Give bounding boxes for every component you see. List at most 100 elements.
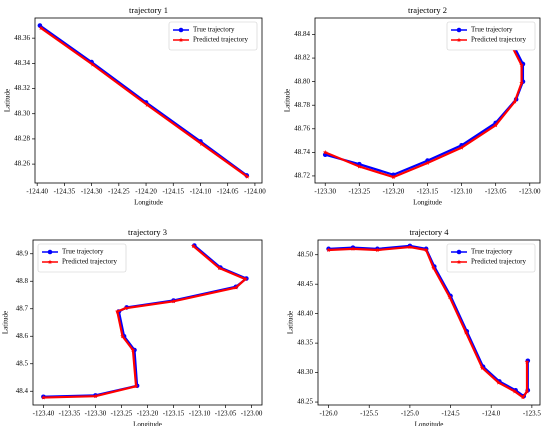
legend-marker	[47, 249, 53, 255]
y-tick-label: 48.34	[14, 59, 30, 67]
x-tick-label: -124.20	[135, 188, 157, 196]
marker	[322, 149, 328, 155]
marker	[93, 393, 98, 399]
x-tick-label: -124.40	[26, 188, 48, 196]
x-tick-label: -125.0	[401, 410, 420, 418]
legend-marker	[47, 259, 53, 264]
marker	[524, 389, 530, 394]
marker	[496, 380, 501, 385]
legend-marker	[178, 37, 184, 42]
x-tick-label: -125.5	[360, 410, 379, 418]
x-tick-label: -124.5	[442, 410, 461, 418]
legend-label: True trajectory	[62, 248, 104, 256]
marker	[375, 247, 380, 252]
y-tick-label: 48.32	[14, 84, 30, 92]
y-tick-label: 48.28	[14, 135, 30, 143]
y-axis-label: Latitude	[4, 89, 12, 112]
x-tick-label: -124.05	[217, 188, 239, 196]
legend-label: True trajectory	[193, 26, 235, 34]
y-tick-label: 48.45	[297, 280, 313, 288]
x-tick-label: -124.35	[54, 188, 76, 196]
x-tick-label: -123.25	[349, 188, 371, 196]
legend-marker	[456, 249, 462, 255]
marker	[512, 389, 518, 394]
y-tick-label: 48.5	[16, 359, 29, 367]
marker	[520, 394, 526, 400]
marker	[130, 347, 136, 352]
marker	[459, 145, 464, 150]
legend-label: True trajectory	[471, 248, 513, 256]
x-tick-label: -123.30	[85, 410, 107, 418]
marker	[41, 395, 46, 400]
series-line	[43, 245, 248, 399]
chart-title: trajectory 3	[128, 227, 167, 237]
x-tick-label: -123.05	[215, 410, 237, 418]
y-tick-label: 48.80	[294, 77, 310, 85]
marker	[493, 122, 498, 128]
x-tick-label: -123.05	[485, 188, 507, 196]
x-tick-label: -123.00	[241, 410, 263, 418]
x-tick-label: -123.35	[59, 410, 81, 418]
chart-title: trajectory 2	[408, 5, 447, 15]
x-tick-label: -123.00	[519, 188, 541, 196]
x-tick-label: -124.25	[108, 188, 130, 196]
series-line	[328, 245, 529, 399]
x-tick-label: -123.15	[163, 410, 185, 418]
legend-label: Predicted trajectory	[193, 36, 249, 44]
marker	[171, 298, 176, 304]
legend-label: Predicted trajectory	[471, 258, 527, 266]
x-axis-label: Longitude	[134, 199, 163, 207]
legend-label: Predicted trajectory	[62, 258, 118, 266]
marker	[423, 247, 429, 252]
marker	[431, 265, 436, 270]
marker	[123, 305, 128, 311]
chart-title: trajectory 4	[410, 227, 450, 237]
marker	[463, 330, 469, 335]
x-tick-label: -124.00	[244, 188, 266, 196]
x-axis-label: Longitude	[133, 421, 162, 426]
y-tick-label: 48.50	[297, 250, 313, 258]
y-tick-label: 48.82	[294, 54, 310, 62]
marker	[120, 333, 125, 339]
y-axis-label: Latitude	[284, 89, 292, 112]
x-tick-label: -123.5	[523, 410, 542, 418]
marker	[391, 174, 396, 180]
y-tick-label: 48.40	[297, 309, 313, 317]
y-tick-label: 48.74	[294, 148, 310, 156]
x-tick-label: -123.10	[189, 410, 211, 418]
x-axis-label: Longitude	[415, 421, 444, 426]
x-tick-label: -124.15	[162, 188, 184, 196]
legend-marker	[456, 37, 462, 42]
x-tick-label: -123.30	[314, 188, 336, 196]
y-tick-label: 48.30	[14, 109, 30, 117]
marker	[425, 160, 430, 165]
legend-box	[446, 243, 536, 273]
x-tick-label: -123.10	[451, 188, 473, 196]
y-tick-label: 48.72	[294, 172, 310, 180]
marker	[245, 174, 250, 179]
x-tick-label: -123.25	[111, 410, 133, 418]
marker	[38, 25, 44, 31]
marker	[115, 309, 120, 314]
x-tick-label: -123.15	[417, 188, 439, 196]
x-tick-label: -124.10	[190, 188, 212, 196]
marker	[243, 276, 248, 281]
legend-label: True trajectory	[471, 26, 513, 34]
x-tick-label: -124.30	[81, 188, 103, 196]
marker	[407, 244, 413, 250]
marker	[524, 359, 530, 364]
x-tick-label: -123.40	[33, 410, 55, 418]
y-tick-label: 48.7	[16, 304, 29, 312]
legend-box	[37, 243, 127, 273]
marker	[326, 247, 331, 252]
y-tick-label: 48.30	[297, 368, 313, 376]
y-tick-label: 48.78	[294, 101, 310, 109]
x-tick-label: -123.20	[137, 410, 159, 418]
y-tick-label: 48.84	[294, 30, 310, 38]
legend-box	[168, 21, 258, 51]
y-tick-label: 48.9	[16, 249, 29, 257]
x-tick-label: -126.0	[320, 410, 339, 418]
marker	[512, 99, 518, 104]
y-axis-label: Latitude	[287, 311, 295, 334]
